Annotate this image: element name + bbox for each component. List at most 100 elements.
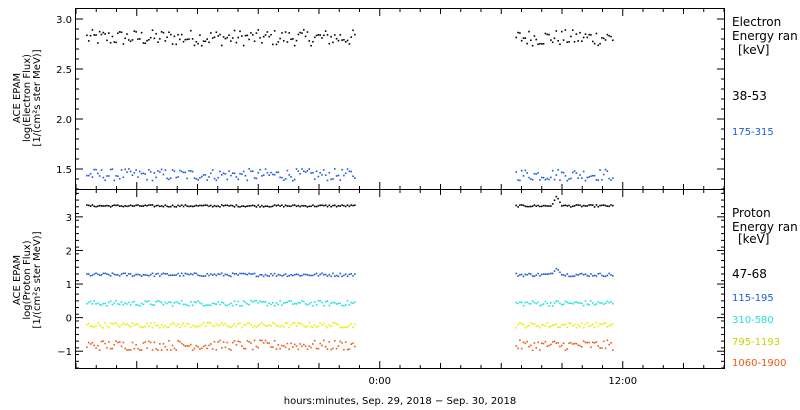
panel1-series3-point [273,322,276,325]
panel1-series1-point [312,274,314,277]
panel1-series2-point [111,303,114,306]
panel1-series1-point [591,275,594,277]
panel0-series1-point [202,174,205,176]
panel1-series3-point [301,323,303,325]
panel0-series1-point [608,177,610,180]
panel1-series2-point [579,302,581,304]
panel0-series0-point [281,32,283,34]
panel1-series4-point [250,342,252,344]
panel1-series0-point [292,204,294,207]
panel1-series4-point [86,346,88,349]
panel0-series0-point [248,38,250,41]
panel0-series0-point [219,33,221,36]
panel1-series1-point [118,275,121,277]
panel1-series1-point [169,274,172,277]
panel1-series0-point [568,204,570,207]
panel0-series1-point [537,172,539,174]
panel1-series1-point [111,272,114,274]
panel1-series2-point [135,304,137,306]
panel0-series0-point [535,38,538,41]
panel0-series1-point [129,170,132,173]
panel1-series3-point [129,326,132,328]
panel1-series1-point [566,273,569,275]
panel0-series1-point [612,177,614,179]
electron-legend: Electron Energy ran [keV] 38-53 175-315 [732,15,798,138]
panel1-series3-point [93,326,96,329]
panel1-series0-point [155,204,157,207]
panel1-series1-point [242,272,245,275]
panel0-series0-point [226,36,229,39]
panel1-series3-point [284,322,287,324]
panel0-series0-point [171,43,174,45]
panel1-series0-point [138,205,141,207]
panel1-series3-point [272,321,274,324]
panel1-series1-point [193,272,196,274]
panel0-series1-point [237,178,239,181]
panel0-series0-point [295,39,298,42]
panel1-series2-point [149,303,152,306]
panel0-series0-point [562,39,565,41]
panel1-series2-point [312,304,314,307]
panel1-series0-point [208,205,210,208]
panel0-series0-point [293,44,296,47]
panel1-series4-point [208,344,210,347]
panel1-series4-point [138,349,141,351]
panel0-series1-point [330,178,332,181]
panel1-series0-point [581,205,583,208]
panel1-series2-point [129,304,132,306]
panel0-series1-point [606,170,609,172]
panel0-series0-point [261,41,263,44]
panel0-series0-point [142,42,145,44]
panel0-series0-point [255,32,258,34]
panel1-series2-point [133,300,136,303]
panel0-series0-point [177,33,179,36]
panel1-series1-point [542,273,545,275]
panel1-series0-point [224,204,227,207]
panel1-series0-point [237,205,239,208]
panel1-series3-point [264,325,267,327]
panel0-series0-point [117,32,119,34]
panel1-series1-point [284,273,287,275]
panel0-series0-point [601,37,603,39]
panel1-series1-point [281,275,283,277]
panel1-series0-point [104,205,106,207]
panel0-series0-point [524,37,527,39]
panel1-series4-point [199,348,201,350]
panel0-series0-point [537,43,539,46]
panel1-series3-point [186,322,188,325]
panel0-series1-point [177,176,179,178]
panel1-series1-point [171,274,174,276]
panel1-series0-point [301,204,303,207]
panel1-series4-point [153,341,156,344]
panel0-series0-point [262,35,265,38]
panel0-series1-point [87,174,90,177]
panel1-series4-point [97,344,99,347]
panel1-series4-point [595,341,598,343]
panel1-series2-point [339,302,342,305]
x-tick-label: 12:00 [608,376,637,387]
panel0-series1-point [175,176,178,179]
panel1-series3-point [197,325,199,328]
panel0-series1-point [275,171,278,174]
panel0-series1-point [293,178,296,181]
panel0-series1-point [171,169,174,171]
panel1-series3-point [517,323,519,326]
panel0-series0-point [550,39,552,41]
panel1-series3-point [233,323,236,325]
panel1-series0-point [604,204,607,207]
panel1-series1-point [211,274,214,277]
panel0-series0-point [546,33,549,36]
panel1-series1-point [128,273,130,275]
panel0-series1-point [333,168,336,170]
panel1-series0-point [579,204,581,207]
panel1-series0-point [242,205,245,207]
panel1-series3-point [266,325,269,327]
panel1-series4-point [573,342,576,345]
panel1-series4-point [197,345,199,348]
panel1-series2-point [169,301,172,304]
panel1-series0-point [129,204,132,207]
panel0-series1-point [582,170,585,173]
panel0-series1-point [566,179,569,182]
panel1-series3-point [128,324,130,327]
panel0-series1-point [182,171,185,174]
